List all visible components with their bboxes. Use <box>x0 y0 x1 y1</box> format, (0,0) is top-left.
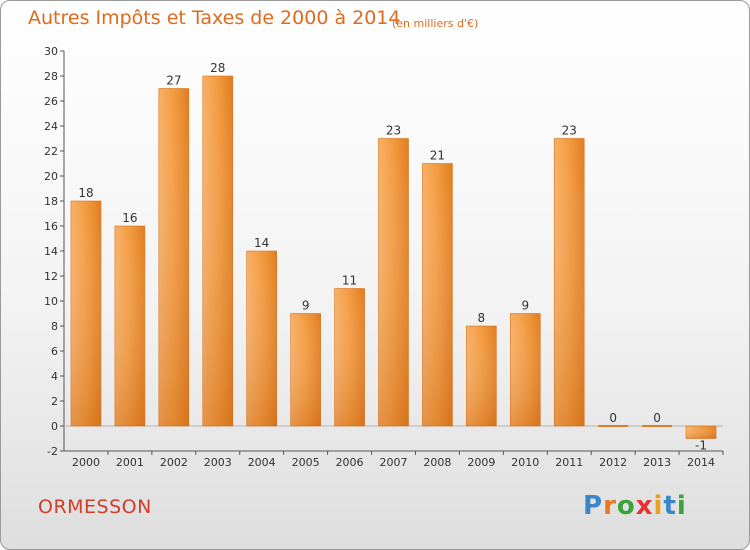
data-label: -1 <box>695 439 707 453</box>
x-tick-label: 2007 <box>380 456 408 469</box>
bar-shade-2000 <box>70 201 101 426</box>
bar-shade-2014 <box>686 426 717 439</box>
bar-shade-2003 <box>202 76 233 426</box>
bar-shade-2004 <box>246 251 277 426</box>
bar-shade-2010 <box>510 313 541 426</box>
y-tick-label: 20 <box>44 170 58 183</box>
x-tick-label: 2011 <box>555 456 583 469</box>
data-label: 0 <box>653 411 661 425</box>
y-tick-label: 2 <box>51 395 58 408</box>
x-tick-label: 2013 <box>643 456 671 469</box>
logo-letter: o <box>616 491 636 521</box>
bar-shade-2006 <box>334 288 365 426</box>
y-tick-label: 22 <box>44 145 58 158</box>
logo-letter: r <box>603 491 617 521</box>
y-tick-label: 6 <box>51 345 58 358</box>
x-tick-label: 2009 <box>467 456 495 469</box>
x-tick-label: 2012 <box>599 456 627 469</box>
x-tick-label: 2006 <box>336 456 364 469</box>
logo-letter: t <box>663 491 677 521</box>
data-labels-group: 18 16 27 28 14 9 11 23 21 8 9 23 0 0 -1 <box>78 61 707 453</box>
bar-shade-2008 <box>422 163 453 426</box>
bar-shade-2005 <box>290 313 321 426</box>
bar-shade-2011 <box>554 138 585 426</box>
data-label: 14 <box>254 236 269 250</box>
chart-subtitle: (en milliers d'€) <box>392 17 479 30</box>
x-tick-label: 2004 <box>248 456 276 469</box>
x-tick-label: 2008 <box>423 456 451 469</box>
logo-letter: i <box>653 491 664 521</box>
proxiti-logo[interactable]: Proxiti <box>583 491 687 521</box>
x-tick-label: 2001 <box>116 456 144 469</box>
y-tick-label: 28 <box>44 70 58 83</box>
bars-group <box>70 75 717 439</box>
bar-shade-2001 <box>114 226 145 426</box>
data-label: 9 <box>521 299 529 313</box>
y-tick-label: 4 <box>51 370 58 383</box>
data-label: 8 <box>478 311 486 325</box>
bar-shade-2007 <box>378 138 409 426</box>
y-tick-label: 10 <box>44 295 58 308</box>
y-tick-label: 24 <box>44 120 58 133</box>
y-tick-label: 0 <box>51 420 58 433</box>
data-label: 18 <box>78 186 93 200</box>
x-tick-label: 2005 <box>292 456 320 469</box>
logo-letter: x <box>635 491 654 521</box>
x-tick-label: 2002 <box>160 456 188 469</box>
chart-title: Autres Impôts et Taxes de 2000 à 2014 <box>28 7 401 29</box>
data-label: 23 <box>386 124 401 138</box>
y-tick-label: 30 <box>44 45 58 58</box>
data-label: 9 <box>302 299 310 313</box>
data-label: 11 <box>342 274 357 288</box>
logo-letter: i <box>676 491 687 521</box>
data-label: 0 <box>609 411 617 425</box>
data-label: 23 <box>562 124 577 138</box>
y-tick-label: 18 <box>44 195 58 208</box>
bar-2012 <box>598 425 629 427</box>
data-label: 16 <box>122 211 137 225</box>
data-label: 21 <box>430 149 445 163</box>
commune-name: ORMESSON <box>38 496 152 518</box>
x-tick-label: 2003 <box>204 456 232 469</box>
bar-shade-2009 <box>466 326 497 426</box>
y-tick-label: 12 <box>44 270 58 283</box>
y-tick-label: 14 <box>44 245 58 258</box>
x-tick-label: 2014 <box>687 456 715 469</box>
data-label: 27 <box>166 74 181 88</box>
logo-letter: P <box>583 491 604 521</box>
y-tick-label: 16 <box>44 220 58 233</box>
y-tick-label: -2 <box>47 445 58 458</box>
y-tick-label: 8 <box>51 320 58 333</box>
y-tick-label: 26 <box>44 95 58 108</box>
x-tick-label: 2000 <box>72 456 100 469</box>
x-tick-label: 2010 <box>511 456 539 469</box>
bar-2013 <box>642 425 673 427</box>
data-label: 28 <box>210 61 225 75</box>
bar-shade-2002 <box>158 88 189 426</box>
